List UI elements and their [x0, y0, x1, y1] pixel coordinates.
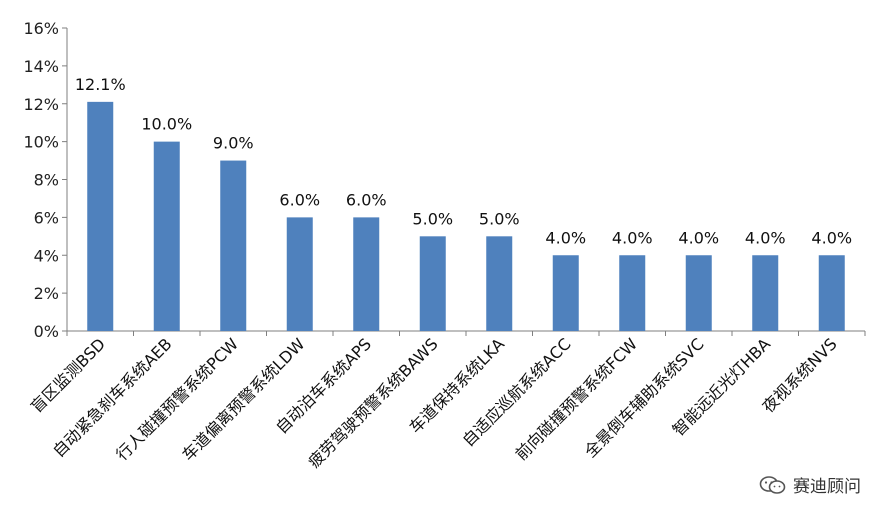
watermark-text: 赛迪顾问	[793, 477, 861, 497]
y-tick-label: 10%	[23, 133, 59, 152]
bar	[818, 255, 845, 331]
x-category-label: 自动紧急刹车系统AEB	[49, 334, 176, 461]
bar	[153, 141, 180, 331]
bar	[220, 160, 247, 331]
data-label: 6.0%	[279, 190, 320, 209]
data-label: 6.0%	[346, 190, 387, 209]
y-tick-label: 12%	[23, 95, 59, 114]
bar	[353, 217, 380, 331]
y-tick-label: 2%	[34, 284, 59, 303]
bar	[685, 255, 712, 331]
data-label: 5.0%	[412, 209, 453, 228]
bar	[87, 101, 114, 331]
bar	[486, 236, 513, 331]
bar	[619, 255, 646, 331]
wechat-icon	[759, 475, 786, 494]
bar	[752, 255, 779, 331]
data-label: 12.1%	[75, 75, 126, 94]
y-tick-label: 6%	[34, 208, 59, 227]
x-category-label: 全景倒车辅助系统SVC	[581, 334, 708, 461]
data-label: 4.0%	[811, 228, 852, 247]
y-tick-label: 14%	[23, 57, 59, 76]
data-label: 4.0%	[678, 228, 719, 247]
y-tick-label: 16%	[23, 19, 59, 38]
bar	[552, 255, 579, 331]
y-tick-label: 8%	[34, 171, 59, 190]
data-label: 4.0%	[545, 228, 586, 247]
y-tick-label: 4%	[34, 246, 59, 265]
x-category-label: 疲劳驾驶预警系统BAWS	[304, 334, 441, 471]
x-category-label: 车道偏离预警系统LDW	[178, 334, 308, 464]
data-label: 5.0%	[479, 209, 520, 228]
data-label: 9.0%	[213, 134, 254, 153]
data-label: 10.0%	[141, 115, 192, 134]
data-label: 4.0%	[745, 228, 786, 247]
x-category-label: 前向碰撞预警系统FCW	[512, 334, 642, 464]
data-label: 4.0%	[612, 228, 653, 247]
bar	[286, 217, 313, 331]
watermark: 赛迪顾问	[759, 472, 861, 497]
x-category-label: 行人碰撞预警系统PCW	[112, 334, 242, 464]
bar	[419, 236, 446, 331]
y-tick-label: 0%	[34, 322, 59, 341]
